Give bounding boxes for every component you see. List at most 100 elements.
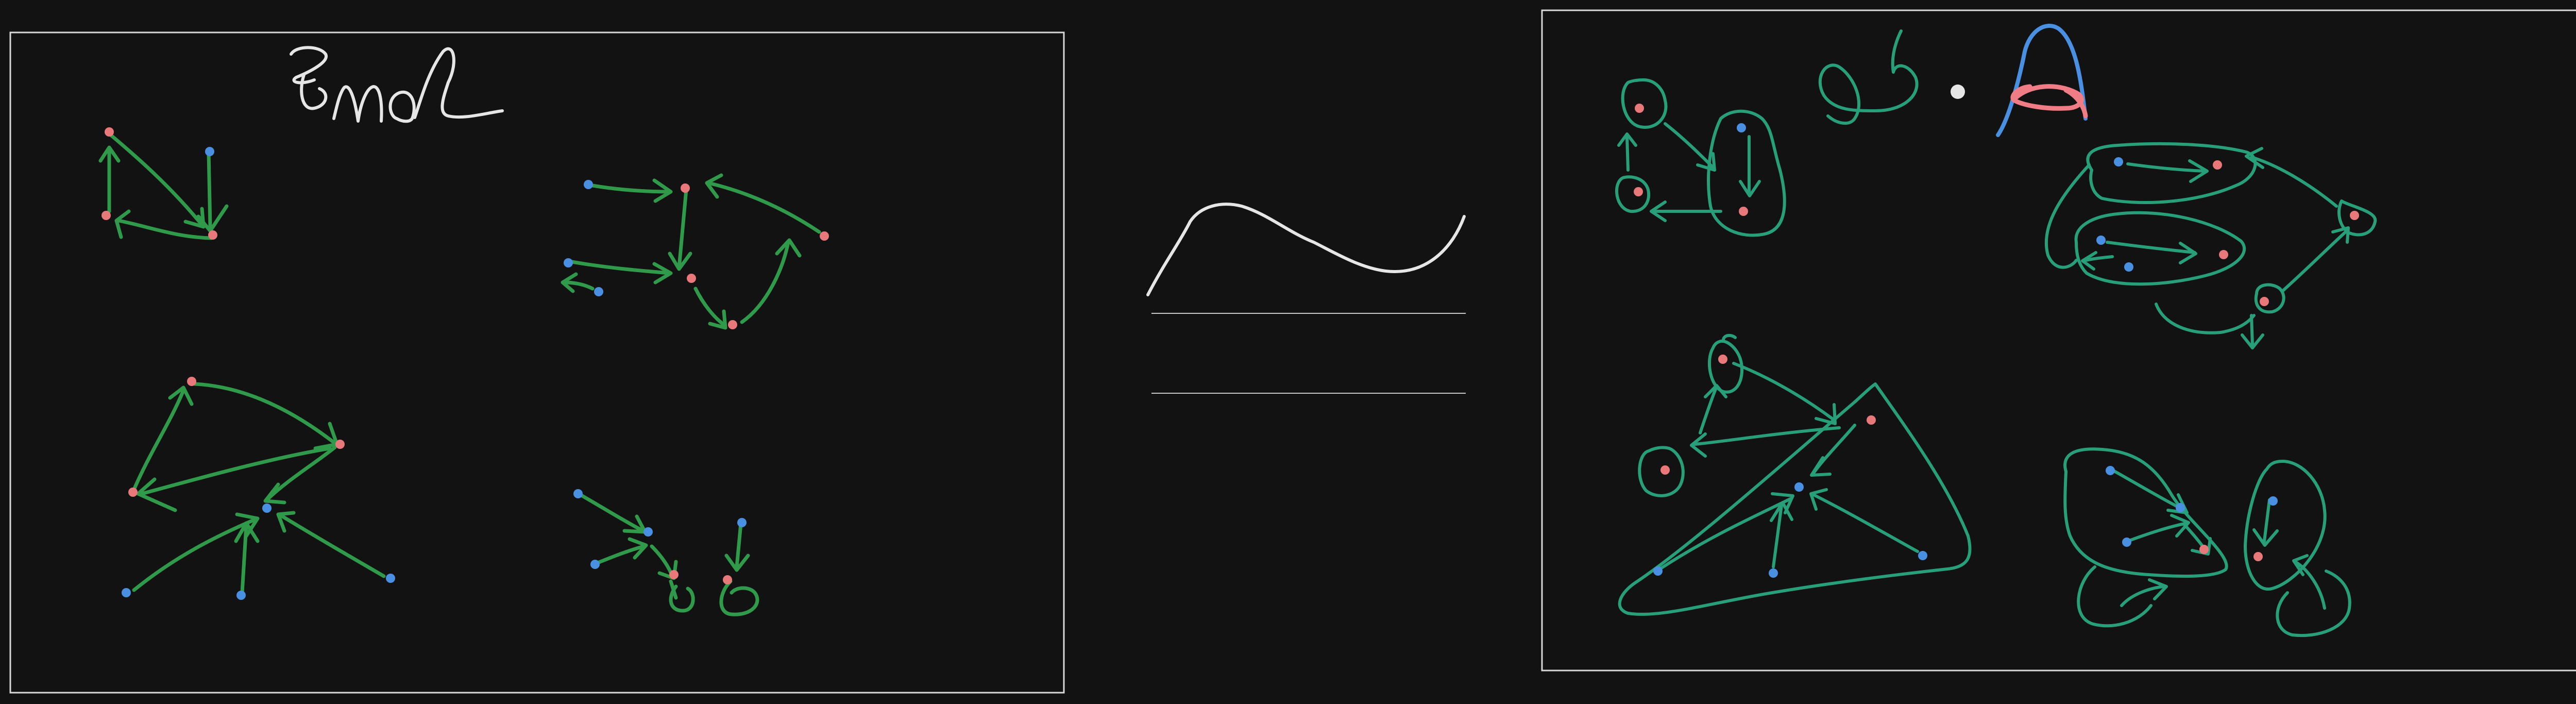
cluster-outline <box>1638 446 1685 497</box>
node-blue <box>584 180 593 189</box>
node-red <box>1634 187 1643 196</box>
edge-arrow <box>570 260 673 284</box>
edge-arrow <box>263 445 337 505</box>
graph-bottom-left <box>122 377 395 600</box>
node-red <box>1867 415 1876 425</box>
node-blue <box>2124 262 2133 272</box>
edge-arrow <box>2126 159 2209 183</box>
edge-arrow <box>234 521 260 595</box>
graph-right-top-left <box>1615 78 1786 237</box>
node-red <box>1660 465 1670 475</box>
node-red <box>723 575 732 584</box>
node-red <box>187 377 196 386</box>
edge-arrow <box>196 150 229 233</box>
graph-top-left <box>98 127 229 240</box>
node-blue <box>2096 236 2106 245</box>
A-crossbar <box>2010 84 2088 119</box>
loop-arrow <box>669 579 695 613</box>
node-blue <box>262 504 272 513</box>
edge-arrow <box>724 522 750 572</box>
cluster-outline <box>2276 569 2351 637</box>
cluster-outline <box>2244 460 2327 591</box>
node-blue <box>236 591 246 600</box>
node-blue <box>1769 568 1778 578</box>
cluster-outline <box>1615 175 1651 213</box>
edge-arrow <box>1617 132 1637 172</box>
edge-arrow <box>1699 384 1727 434</box>
edge-arrow <box>1650 200 1722 222</box>
edge-arrow <box>2120 578 2168 607</box>
node-blue <box>564 258 573 267</box>
node-red <box>2350 211 2359 220</box>
edge-arrow <box>2081 251 2114 271</box>
node-red <box>687 274 696 283</box>
node-red <box>1718 355 1727 364</box>
edge-arrow <box>2241 314 2264 349</box>
edge-arrow <box>2245 147 2338 208</box>
cluster-outline <box>2074 211 2246 286</box>
cluster-outline <box>1621 78 1668 129</box>
edge-arrow <box>1809 488 1919 553</box>
edge-arrow <box>109 133 206 229</box>
node-blue <box>2122 538 2131 547</box>
edge-arrow <box>1770 501 1793 568</box>
edge-arrow <box>276 511 386 578</box>
edge-arrow <box>693 287 727 330</box>
cluster-outline <box>2337 199 2377 237</box>
edge-arrow <box>740 238 802 324</box>
node-red <box>681 183 690 193</box>
edge-arrow <box>705 173 821 234</box>
edge-arrow <box>2281 226 2350 293</box>
node-red <box>820 231 829 241</box>
node-blue <box>2176 503 2185 512</box>
node-blue <box>643 527 653 537</box>
node-blue <box>1794 482 1804 492</box>
edge-arrow <box>668 188 692 271</box>
edge-arrow <box>2292 554 2326 610</box>
node-blue <box>122 588 131 597</box>
node-red <box>669 570 679 579</box>
edge-arrow <box>590 178 673 203</box>
edge-arrow <box>1664 122 1716 172</box>
node-blue <box>2106 466 2115 475</box>
graph-right-bottom-right <box>2063 447 2351 637</box>
edge-arrow <box>132 512 260 592</box>
edge-arrow <box>193 382 339 450</box>
handwritten-symbols <box>1818 24 2088 137</box>
dot-symbol <box>1951 85 1965 99</box>
node-blue <box>573 489 583 498</box>
middle-sketch <box>1146 203 1466 394</box>
loop-arrow <box>719 579 759 616</box>
node-blue <box>1918 551 1927 560</box>
node-red <box>335 440 345 449</box>
node-red <box>2253 552 2263 561</box>
edge-arrow <box>1810 424 1856 477</box>
edge-arrow <box>596 537 648 565</box>
edge-arrow <box>561 272 595 293</box>
edge-arrow <box>132 385 194 492</box>
node-blue <box>205 147 214 156</box>
node-red <box>128 488 138 497</box>
edge-arrow <box>136 446 332 512</box>
node-red <box>2213 160 2222 170</box>
right-panel-frame <box>1541 9 2576 672</box>
edge-arrow <box>1660 492 1794 569</box>
cluster-outline <box>2044 163 2091 269</box>
graph-top-right <box>561 173 829 330</box>
graph-right-bottom-left <box>1618 333 1972 616</box>
edge-arrow <box>2252 498 2279 547</box>
left-panel-frame <box>9 31 1065 694</box>
node-red <box>2260 297 2269 306</box>
edge-arrow <box>1732 362 1837 425</box>
edge-arrow <box>2106 241 2197 264</box>
cluster-outline <box>1707 109 1786 237</box>
node-blue <box>2268 496 2278 506</box>
node-red <box>2219 250 2228 259</box>
edge-arrow <box>2111 468 2189 514</box>
edge-arrow <box>2126 514 2190 543</box>
edge-arrow <box>98 145 121 213</box>
node-blue <box>590 560 600 569</box>
A-symbol <box>1996 24 2088 137</box>
cluster-outline <box>2077 565 2153 628</box>
